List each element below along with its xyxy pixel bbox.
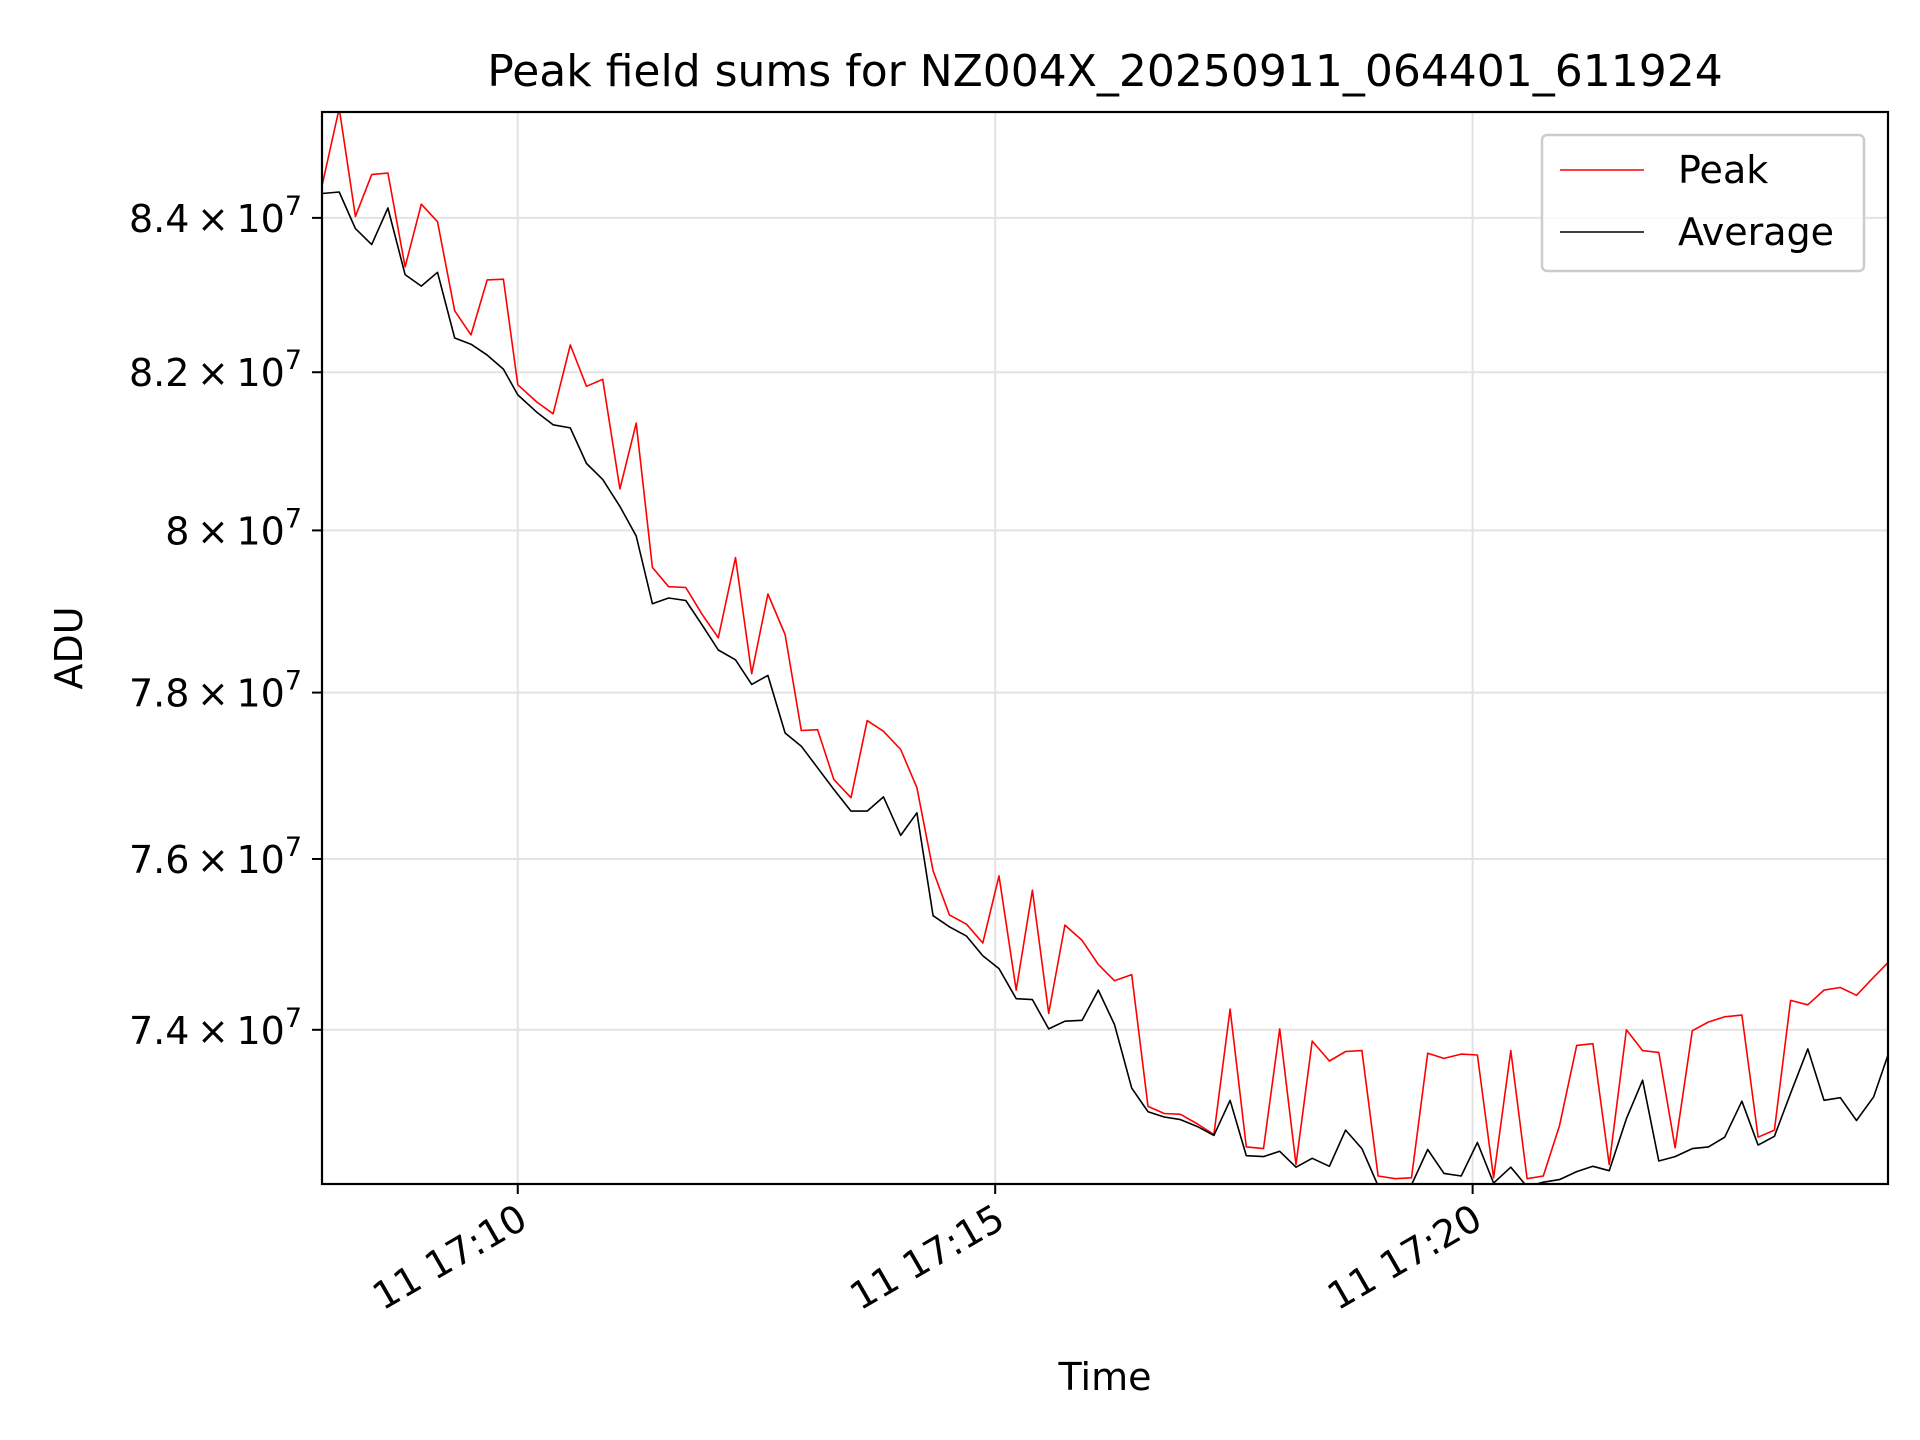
plot-frame: [320, 110, 1890, 1186]
x-tick-label: 11 17:10: [365, 1196, 534, 1319]
x-axis-ticks: 11 17:10 11 17:15 11 17:20: [365, 1184, 1489, 1319]
x-tick-label: 11 17:20: [1320, 1196, 1489, 1319]
legend-box: [1540, 133, 1866, 273]
legend-label-peak: Peak: [1678, 148, 1768, 192]
y-tick-label: 8 × 107: [165, 503, 302, 553]
series-line-average: [322, 191, 1888, 1184]
grid: [322, 112, 1888, 1184]
y-tick-label: 7.8 × 107: [129, 666, 302, 716]
x-tick-label: 11 17:15: [843, 1196, 1012, 1319]
x-axis-label: Time: [1058, 1355, 1152, 1399]
y-tick-label: 8.4 × 107: [129, 191, 302, 241]
y-axis-label: ADU: [47, 606, 91, 689]
y-tick-label: 8.2 × 107: [129, 345, 302, 395]
chart-title: Peak field sums for NZ004X_20250911_0644…: [487, 46, 1723, 97]
legend: Peak Average: [1540, 133, 1866, 273]
y-tick-label: 7.4 × 107: [129, 1003, 302, 1053]
legend-label-average: Average: [1678, 210, 1834, 254]
series-line-peak: [322, 112, 1888, 1180]
y-axis-ticks: 7.4 × 107 7.6 × 107 7.8 × 107 8 × 107 8.2 × …: [129, 191, 322, 1053]
series-lines: [322, 112, 1888, 1184]
y-tick-label: 7.6 × 107: [129, 832, 302, 882]
